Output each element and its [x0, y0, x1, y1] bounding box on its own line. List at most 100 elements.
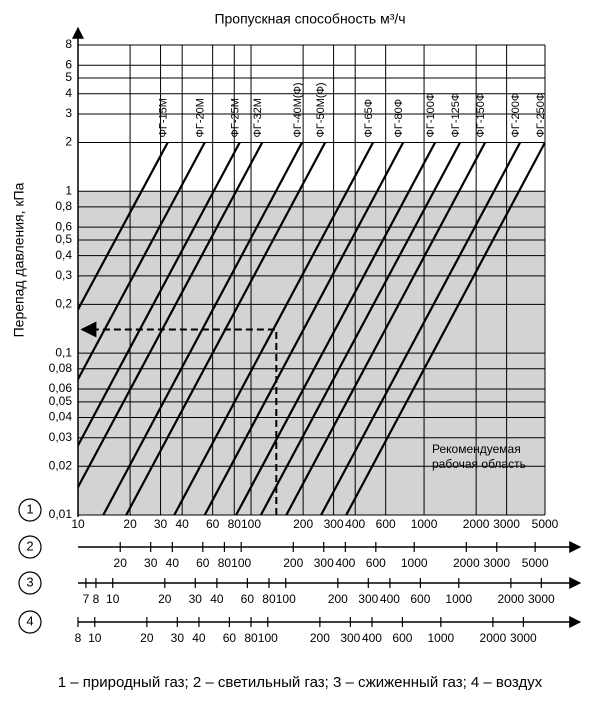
series-label: ФГ-50М(Ф)	[315, 82, 327, 137]
scale-tick-label: 2000	[453, 556, 480, 570]
valve-line	[259, 141, 462, 515]
scale-tick-label: 1000	[427, 631, 454, 645]
scale-tick-label: 100	[231, 556, 251, 570]
scale-tick-label: 2000	[498, 592, 525, 606]
x-tick-label: 400	[345, 517, 365, 531]
scale-marker	[18, 610, 42, 634]
scale-tick-label: 300	[358, 592, 378, 606]
series-label: ФГ-15М	[158, 98, 170, 137]
y-tick-label: 0,5	[55, 232, 72, 246]
x-tick-label: 2000	[463, 517, 490, 531]
y-tick-label: 0,8	[55, 199, 72, 213]
y-tick-label: 0,2	[55, 297, 72, 311]
scale-tick-label: 10	[88, 631, 102, 645]
x-tick-label: 3000	[493, 517, 520, 531]
scale-tick-label: 2000	[480, 631, 507, 645]
scale-tick-label: 40	[192, 631, 206, 645]
scale-tick-label: 20	[114, 556, 128, 570]
scale-tick-label: 300	[314, 556, 334, 570]
scale-tick-label: 10	[106, 592, 120, 606]
y-axis-label: Перепад давления, кПа	[11, 182, 27, 337]
scale-tick-label: 200	[310, 631, 330, 645]
scale-label: 3	[26, 574, 33, 589]
y-tick-label: 3	[65, 106, 72, 120]
scale-tick-label: 200	[283, 556, 303, 570]
valve-line	[78, 141, 169, 312]
scale-tick-label: 60	[196, 556, 210, 570]
series-label: ФГ-250Ф	[535, 93, 547, 138]
series-label: ФГ-32М	[252, 98, 264, 137]
scale-tick-label: 20	[140, 631, 154, 645]
x-tick-label: 80	[228, 517, 242, 531]
y-tick-label: 0,05	[49, 394, 73, 408]
scale-tick-label: 3000	[483, 556, 510, 570]
scale-tick-label: 1000	[401, 556, 428, 570]
scale-tick-label: 7	[83, 592, 90, 606]
x-tick-label: 600	[376, 517, 396, 531]
scale-marker	[18, 535, 42, 559]
x-tick-label: 200	[293, 517, 313, 531]
scale-tick-label: 80	[262, 592, 276, 606]
valve-line	[285, 141, 487, 515]
x-tick-label: 40	[175, 517, 189, 531]
scale-tick-label: 400	[335, 556, 355, 570]
y-tick-label: 0,01	[49, 507, 73, 521]
x-tick-label: 30	[154, 517, 168, 531]
example-path	[80, 321, 278, 515]
series-label: ФГ-25М	[230, 98, 242, 137]
series-label: ФГ-20М	[195, 98, 207, 137]
valve-line	[320, 141, 522, 515]
y-tick-label: 2	[65, 135, 72, 149]
scale-tick-label: 20	[158, 592, 172, 606]
scale-tick-label: 30	[171, 631, 185, 645]
y-tick-label: 6	[65, 57, 72, 71]
scale-tick-label: 30	[144, 556, 158, 570]
scale-tick-label: 40	[166, 556, 180, 570]
scale-tick-label: 40	[210, 592, 224, 606]
series-label: ФГ-80Ф	[393, 99, 405, 138]
x-tick-label: 1000	[411, 517, 438, 531]
series-label: ФГ-100Ф	[425, 93, 437, 138]
scale-tick-label: 600	[366, 556, 386, 570]
series-label: ФГ-150Ф	[475, 93, 487, 138]
scale-label: 1	[26, 501, 33, 516]
valve-line	[235, 141, 437, 515]
scale-tick-label: 8	[75, 631, 82, 645]
scale-tick-label: 100	[258, 631, 278, 645]
scale-tick-label: 60	[241, 592, 255, 606]
scale-tick-label: 3000	[510, 631, 537, 645]
x-tick-label: 20	[123, 517, 137, 531]
scale-tick-label: 400	[362, 631, 382, 645]
scale-tick-label: 300	[340, 631, 360, 645]
scale-tick-label: 600	[410, 592, 430, 606]
x-tick-label: 300	[324, 517, 344, 531]
scale-tick-label: 1000	[445, 592, 472, 606]
scale-tick-label: 600	[392, 631, 412, 645]
scale-tick-label: 100	[276, 592, 296, 606]
scale-tick-label: 200	[328, 592, 348, 606]
chart-title: Пропускная способность м³/ч	[214, 11, 405, 27]
y-tick-label: 0,03	[49, 430, 73, 444]
scale-marker	[18, 571, 42, 595]
annotation: рабочая область	[432, 457, 526, 471]
scale-tick-label: 60	[223, 631, 237, 645]
scale-tick-label: 30	[189, 592, 203, 606]
series-label: ФГ-200Ф	[510, 93, 522, 138]
x-tick-label: 10	[71, 517, 85, 531]
scale-label: 2	[26, 538, 33, 553]
scale-tick-label: 5000	[522, 556, 549, 570]
y-tick-label: 1	[65, 183, 72, 197]
series-label: ФГ-40М(Ф)	[292, 82, 304, 137]
scale-tick-label: 3000	[528, 592, 555, 606]
x-tick-label: 5000	[532, 517, 559, 531]
x-tick-label: 60	[206, 517, 220, 531]
annotation: Рекомендуемая	[432, 442, 521, 456]
scale-tick-label: 400	[380, 592, 400, 606]
y-tick-label: 0,02	[49, 458, 73, 472]
series-label: ФГ-65Ф	[363, 99, 375, 138]
y-tick-label: 0,4	[55, 248, 72, 262]
y-tick-label: 0,06	[49, 381, 73, 395]
valve-line	[345, 141, 545, 515]
x-tick-label: 100	[241, 517, 261, 531]
